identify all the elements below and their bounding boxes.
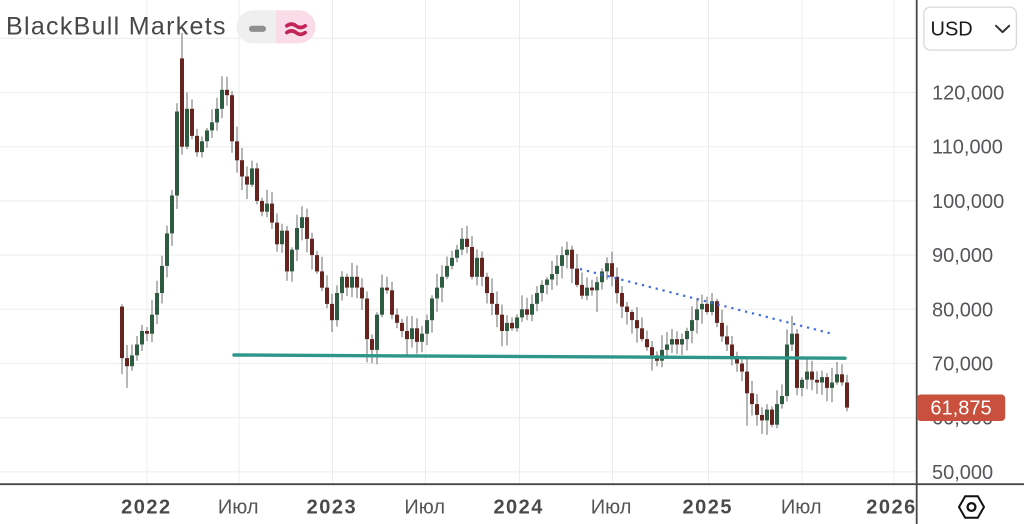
svg-text:2024: 2024 [493,497,544,519]
svg-text:2023: 2023 [307,497,358,519]
svg-text:80,000: 80,000 [932,299,993,321]
svg-text:90,000: 90,000 [932,245,993,267]
svg-text:100,000: 100,000 [932,191,1004,213]
svg-text:50,000: 50,000 [932,462,993,484]
svg-text:Июл: Июл [404,497,445,519]
svg-text:110,000: 110,000 [932,137,1003,159]
svg-text:120,000: 120,000 [932,83,1004,105]
svg-text:Июл: Июл [781,497,822,519]
svg-text:Июл: Июл [591,497,632,519]
svg-text:2025: 2025 [683,497,734,519]
svg-text:USD: USD [931,19,973,41]
svg-text:61,875: 61,875 [930,398,991,420]
svg-text:Июл: Июл [218,497,259,519]
svg-text:2026: 2026 [866,497,917,519]
svg-text:70,000: 70,000 [932,354,993,376]
svg-text:BlackBull Markets: BlackBull Markets [6,13,227,41]
svg-text:2022: 2022 [121,497,172,519]
